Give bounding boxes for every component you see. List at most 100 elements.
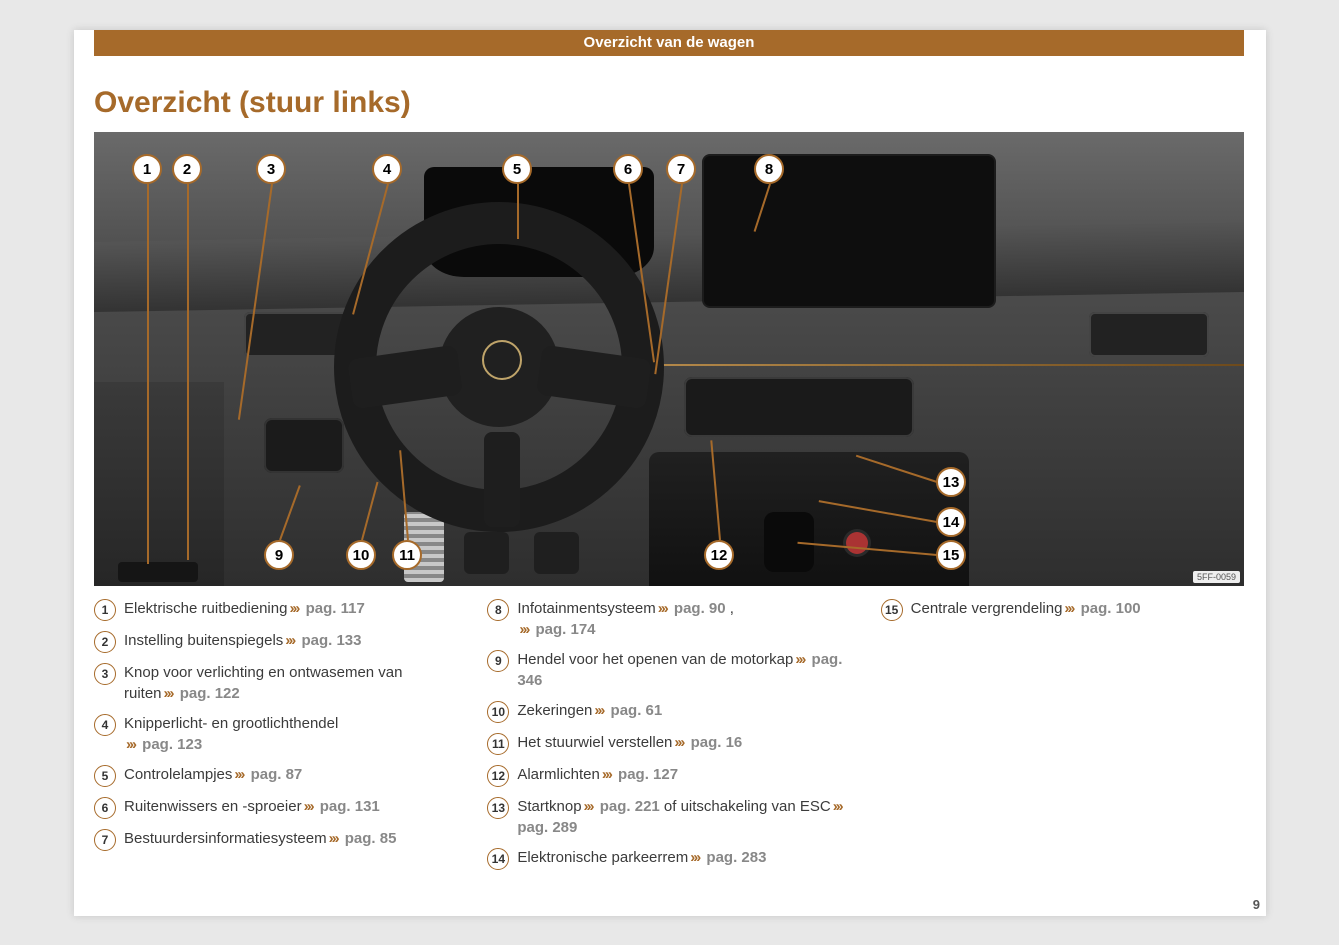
light-panel bbox=[264, 418, 344, 473]
callout-9: 9 bbox=[264, 540, 294, 570]
legend-item: 2 Instelling buitenspiegels››› pag. 133 bbox=[94, 630, 457, 653]
legend-item: 9 Hendel voor het openen van de motorkap›… bbox=[487, 649, 850, 691]
ambient-strip bbox=[654, 364, 1244, 366]
leader-line bbox=[361, 482, 378, 540]
legend-text: Startknop››› pag. 221 of uitschakeling v… bbox=[517, 796, 850, 838]
callout-1: 1 bbox=[132, 154, 162, 184]
legend-number: 8 bbox=[487, 599, 509, 621]
legend-item: 1 Elektrische ruitbediening››› pag. 117 bbox=[94, 598, 457, 621]
chevron-icon: ››› bbox=[289, 600, 298, 617]
legend-columns: 1Elektrische ruitbediening››› pag. 1172I… bbox=[94, 598, 1244, 879]
page-ref[interactable]: pag. 123 bbox=[142, 736, 202, 753]
legend-item: 10Zekeringen››› pag. 61 bbox=[487, 700, 850, 723]
page-ref[interactable]: pag. 85 bbox=[345, 830, 397, 847]
legend-text: Ruitenwissers en -sproeier››› pag. 131 bbox=[124, 796, 457, 819]
legend-number: 2 bbox=[94, 631, 116, 653]
start-button bbox=[846, 532, 868, 554]
legend-item: 14 Elektronische parkeerrem››› pag. 283 bbox=[487, 847, 850, 870]
page-ref[interactable]: pag. 346 bbox=[517, 651, 842, 689]
air-vent-center bbox=[684, 377, 914, 437]
door-panel bbox=[94, 382, 224, 586]
page-ref[interactable]: pag. 133 bbox=[301, 632, 361, 649]
page-number: 9 bbox=[1253, 897, 1260, 912]
accelerator-pedal bbox=[534, 532, 579, 574]
infotainment-screen bbox=[704, 156, 994, 306]
legend-item: 5 Controlelampjes››› pag. 87 bbox=[94, 764, 457, 787]
chevron-icon: ››› bbox=[658, 600, 667, 617]
legend-number: 9 bbox=[487, 650, 509, 672]
page-ref[interactable]: pag. 127 bbox=[618, 766, 678, 783]
legend-item: 8 Infotainmentsysteem››› pag. 90 ,››› pag… bbox=[487, 598, 850, 640]
chevron-icon: ››› bbox=[304, 798, 313, 815]
legend-item: 11Het stuurwiel verstellen››› pag. 16 bbox=[487, 732, 850, 755]
legend-text: Knop voor verlichting en ontwasemen van … bbox=[124, 662, 457, 704]
legend-column: 15 Centrale vergrendeling››› pag. 100 bbox=[881, 598, 1244, 879]
legend-number: 13 bbox=[487, 797, 509, 819]
wheel-emblem bbox=[482, 340, 522, 380]
leader-line bbox=[187, 184, 189, 560]
legend-number: 6 bbox=[94, 797, 116, 819]
legend-number: 5 bbox=[94, 765, 116, 787]
chevron-icon: ››› bbox=[602, 766, 611, 783]
legend-text: Elektronische parkeerrem››› pag. 283 bbox=[517, 847, 850, 870]
callout-12: 12 bbox=[704, 540, 734, 570]
chevron-icon: ››› bbox=[1064, 600, 1073, 617]
chevron-icon: ››› bbox=[674, 734, 683, 751]
chevron-icon: ››› bbox=[833, 798, 842, 815]
page-heading: Overzicht (stuur links) bbox=[94, 86, 411, 120]
callout-11: 11 bbox=[392, 540, 422, 570]
callout-2: 2 bbox=[172, 154, 202, 184]
legend-text: Instelling buitenspiegels››› pag. 133 bbox=[124, 630, 457, 653]
page-ref[interactable]: pag. 61 bbox=[611, 702, 663, 719]
page-ref[interactable]: pag. 122 bbox=[180, 685, 240, 702]
window-controls bbox=[118, 562, 198, 582]
section-banner: Overzicht van de wagen bbox=[94, 30, 1244, 56]
legend-text: Alarmlichten››› pag. 127 bbox=[517, 764, 850, 787]
legend-text: Controlelampjes››› pag. 87 bbox=[124, 764, 457, 787]
chevron-icon: ››› bbox=[234, 766, 243, 783]
legend-number: 12 bbox=[487, 765, 509, 787]
page-ref[interactable]: pag. 16 bbox=[691, 734, 743, 751]
legend-number: 1 bbox=[94, 599, 116, 621]
chevron-icon: ››› bbox=[329, 830, 338, 847]
legend-text: Het stuurwiel verstellen››› pag. 16 bbox=[517, 732, 850, 755]
air-vent-right bbox=[1089, 312, 1209, 357]
chevron-icon: ››› bbox=[126, 736, 135, 753]
legend-number: 7 bbox=[94, 829, 116, 851]
legend-text: Hendel voor het openen van de motorkap››… bbox=[517, 649, 850, 691]
page-ref[interactable]: pag. 131 bbox=[320, 798, 380, 815]
page-ref[interactable]: pag. 174 bbox=[536, 621, 596, 638]
legend-text: Zekeringen››› pag. 61 bbox=[517, 700, 850, 723]
legend-number: 15 bbox=[881, 599, 903, 621]
page-ref[interactable]: pag. 87 bbox=[251, 766, 303, 783]
leader-line bbox=[279, 485, 301, 540]
brake-pedal bbox=[464, 532, 509, 574]
page-ref[interactable]: pag. 90 bbox=[674, 600, 726, 617]
chevron-icon: ››› bbox=[285, 632, 294, 649]
dashboard-figure: 123456789101112131415 5FF-0059 bbox=[94, 132, 1244, 586]
legend-text: Knipperlicht- en grootlichthendel››› pag… bbox=[124, 713, 457, 755]
callout-8: 8 bbox=[754, 154, 784, 184]
chevron-icon: ››› bbox=[164, 685, 173, 702]
callout-13: 13 bbox=[936, 467, 966, 497]
legend-text: Bestuurdersinformatiesysteem››› pag. 85 bbox=[124, 828, 457, 851]
leader-line bbox=[517, 184, 519, 239]
legend-item: 7 Bestuurdersinformatiesysteem››› pag. 85 bbox=[94, 828, 457, 851]
page-ref[interactable]: pag. 100 bbox=[1081, 600, 1141, 617]
manual-page: Overzicht van de wagen Overzicht (stuur … bbox=[74, 30, 1266, 916]
page-ref[interactable]: pag. 283 bbox=[706, 849, 766, 866]
legend-number: 3 bbox=[94, 663, 116, 685]
page-ref[interactable]: pag. 221 bbox=[600, 798, 660, 815]
legend-number: 14 bbox=[487, 848, 509, 870]
wheel-spoke-bottom bbox=[484, 432, 520, 527]
chevron-icon: ››› bbox=[690, 849, 699, 866]
legend-text: Elektrische ruitbediening››› pag. 117 bbox=[124, 598, 457, 621]
page-ref[interactable]: pag. 117 bbox=[306, 600, 365, 617]
legend-number: 4 bbox=[94, 714, 116, 736]
legend-text: Centrale vergrendeling››› pag. 100 bbox=[911, 598, 1244, 621]
callout-15: 15 bbox=[936, 540, 966, 570]
legend-column: 8 Infotainmentsysteem››› pag. 90 ,››› pag… bbox=[487, 598, 850, 879]
image-code: 5FF-0059 bbox=[1193, 571, 1240, 583]
legend-text: Infotainmentsysteem››› pag. 90 ,››› pag.… bbox=[517, 598, 850, 640]
page-ref[interactable]: pag. 289 bbox=[517, 819, 577, 836]
